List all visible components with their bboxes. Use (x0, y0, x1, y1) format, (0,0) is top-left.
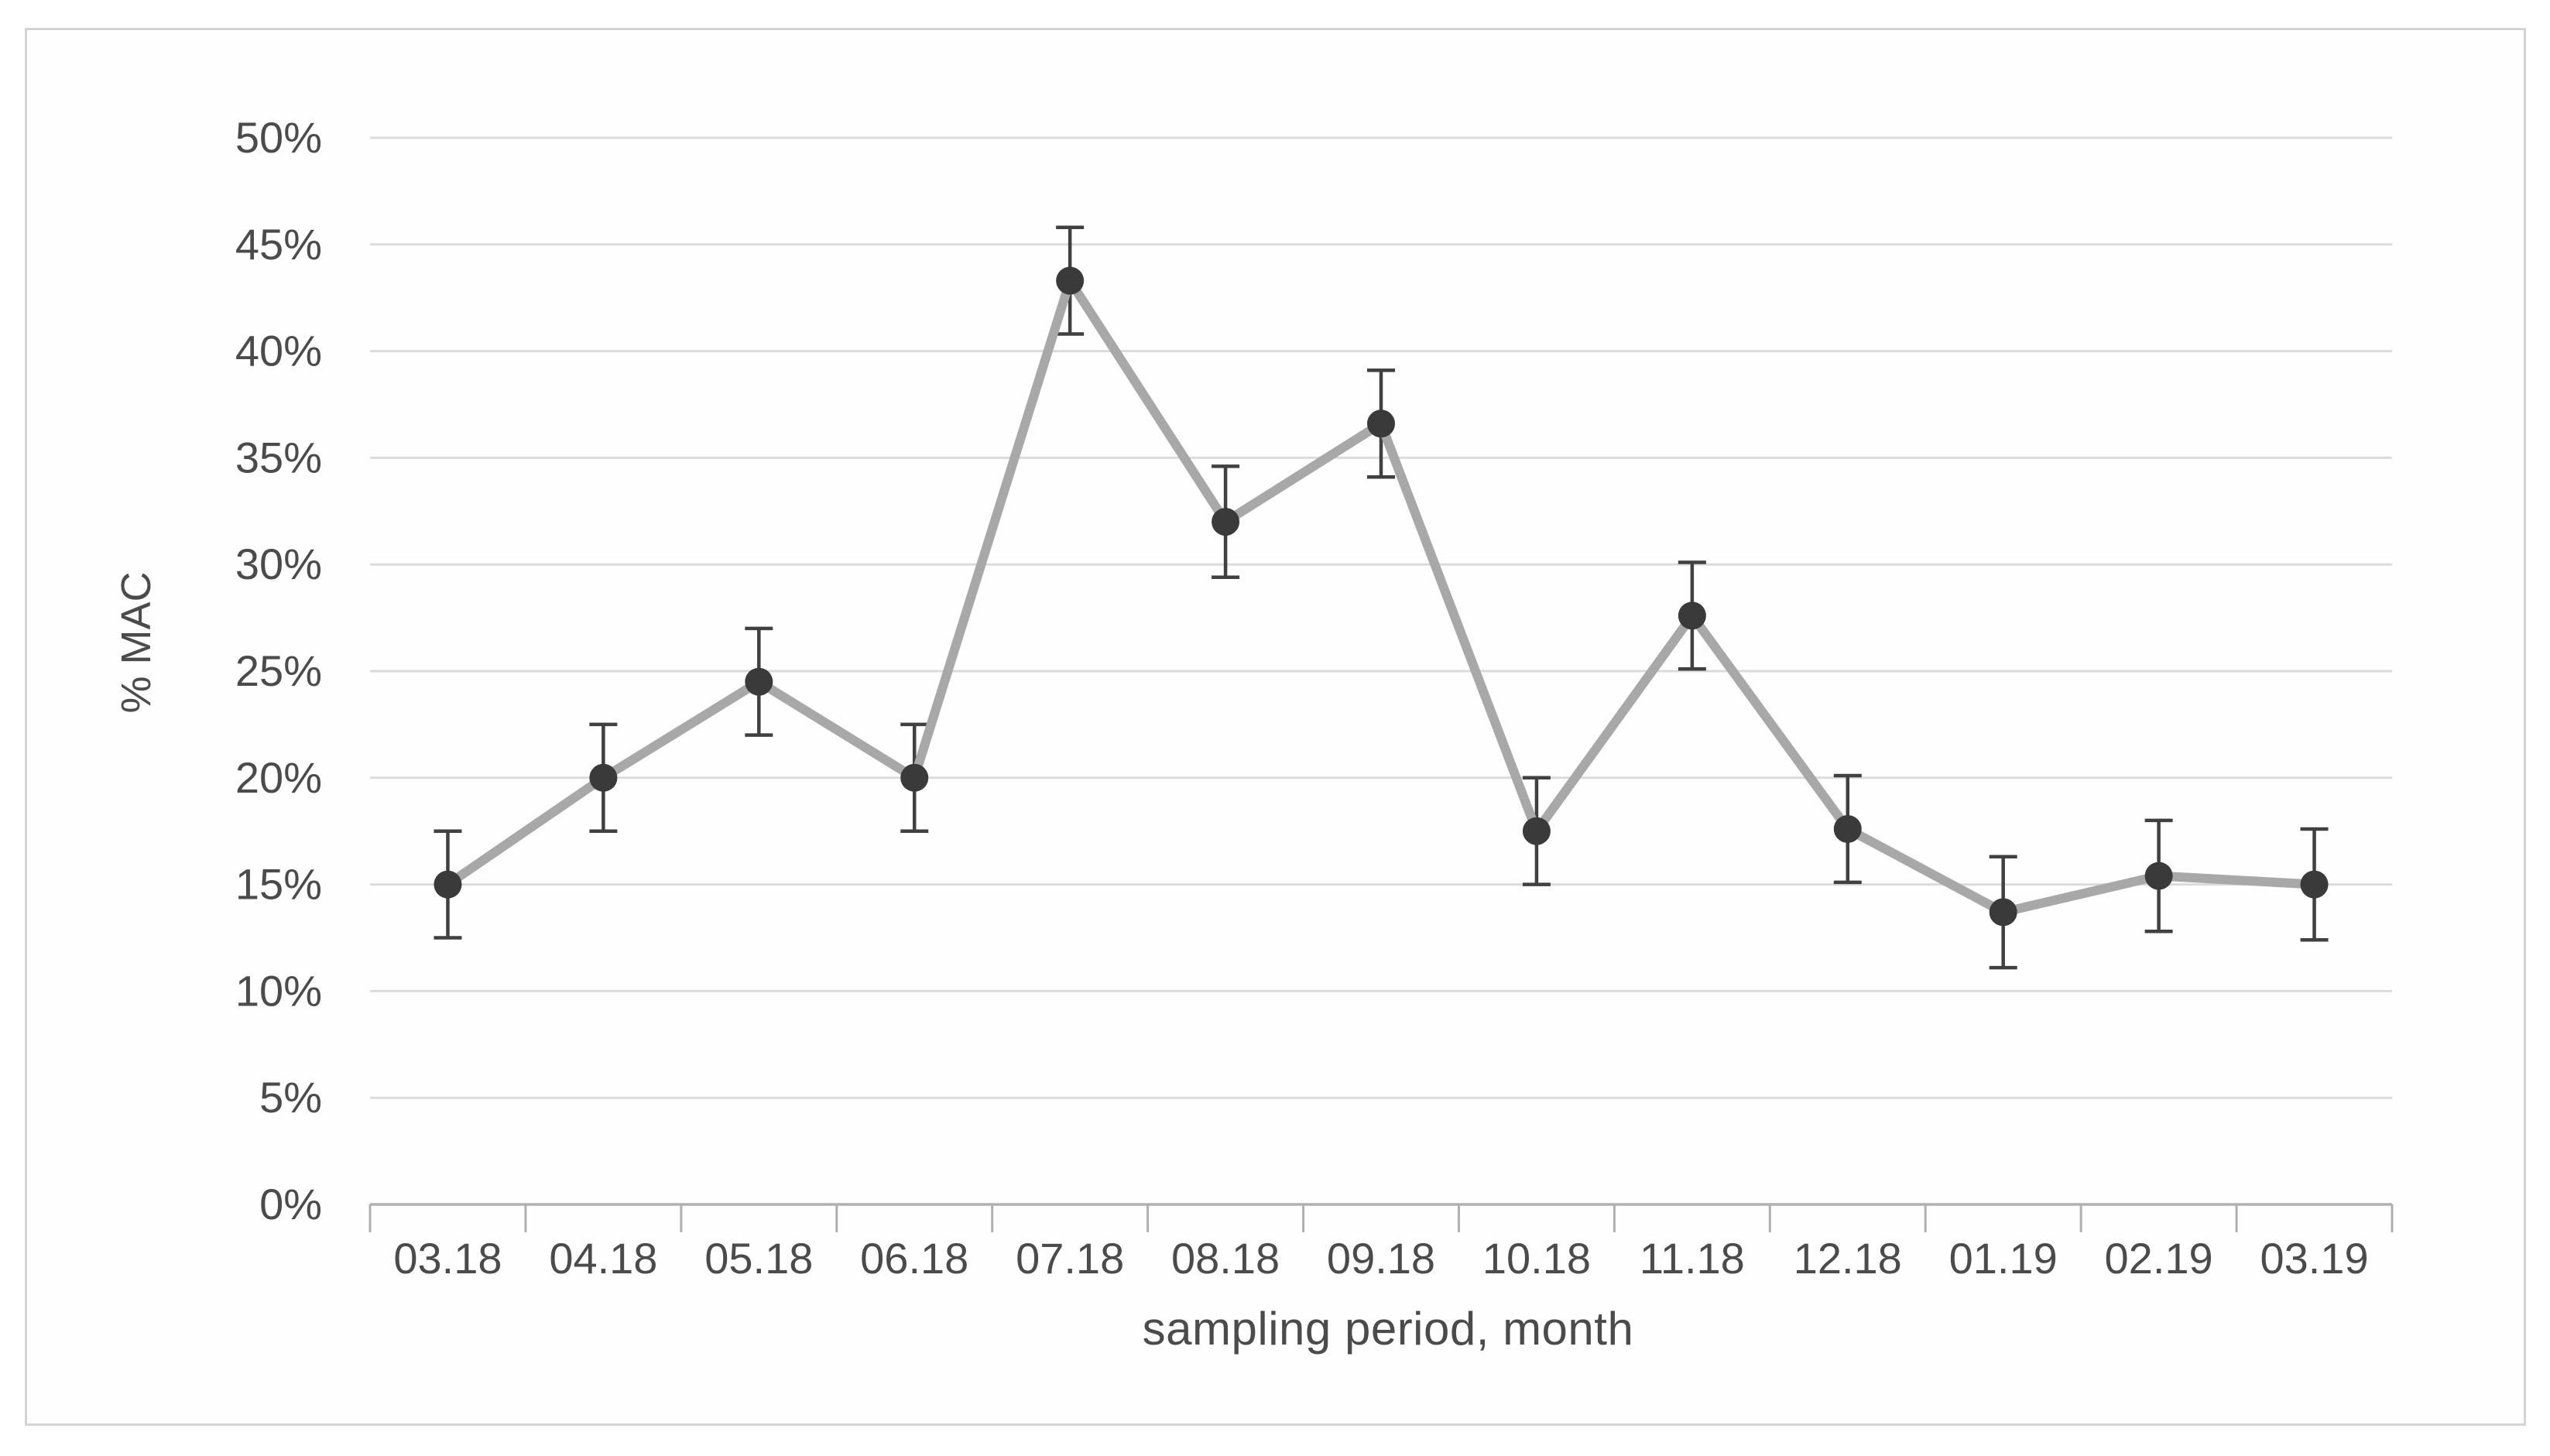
data-point (1056, 266, 1085, 295)
x-tick-label: 02.19 (2105, 1234, 2213, 1283)
x-tick-label: 05.18 (704, 1234, 813, 1283)
x-tick-label: 01.19 (1949, 1234, 2058, 1283)
y-tick-label: 40% (235, 327, 322, 375)
y-tick-label: 45% (235, 220, 322, 269)
y-tick-label: 0% (259, 1180, 322, 1228)
data-point (900, 763, 929, 792)
data-point (1833, 814, 1862, 843)
data-point (1367, 409, 1395, 438)
gridlines (370, 136, 2392, 1099)
x-tick-label: 07.18 (1016, 1234, 1124, 1283)
axis-ticks (368, 1204, 2394, 1232)
x-tick-labels: 03.18 04.18 05.18 06.18 07.18 08.18 09.18 10.18… (393, 1234, 2368, 1283)
data-point (1989, 898, 2017, 927)
data-point (589, 763, 618, 792)
y-tick-label: 15% (235, 860, 322, 909)
x-tick-label: 03.19 (2260, 1234, 2368, 1283)
y-tick-label: 25% (235, 646, 322, 695)
y-tick-label: 20% (235, 753, 322, 802)
y-tick-label: 35% (235, 433, 322, 481)
data-point (1522, 817, 1551, 845)
y-tick-label: 10% (235, 966, 322, 1015)
y-tick-label: 50% (235, 113, 322, 162)
x-tick-label: 08.18 (1171, 1234, 1280, 1283)
data-point (2300, 870, 2329, 899)
x-tick-label: 12.18 (1794, 1234, 1902, 1283)
y-tick-label: 5% (259, 1073, 322, 1122)
x-tick-label: 03.18 (393, 1234, 502, 1283)
x-tick-label: 11.18 (1640, 1234, 1745, 1283)
chart-frame (25, 28, 2526, 1426)
data-point-markers (434, 266, 2329, 927)
data-point (1212, 508, 1240, 536)
data-point (434, 870, 462, 899)
data-point (2144, 862, 2173, 890)
y-tick-label: 30% (235, 540, 322, 588)
y-axis-title: % MAC (113, 571, 159, 714)
x-tick-label: 06.18 (860, 1234, 968, 1283)
x-tick-label: 10.18 (1482, 1234, 1591, 1283)
data-point (1678, 601, 1706, 630)
x-axis-title: sampling period, month (1142, 1303, 1634, 1355)
data-point (745, 667, 773, 696)
error-bars (434, 225, 2329, 970)
y-tick-labels: 0% 5% 10% 15% 20% 25% 30% 35% 40% 45% 50% (235, 113, 322, 1228)
x-tick-label: 04.18 (549, 1234, 657, 1283)
x-tick-label: 09.18 (1327, 1234, 1435, 1283)
